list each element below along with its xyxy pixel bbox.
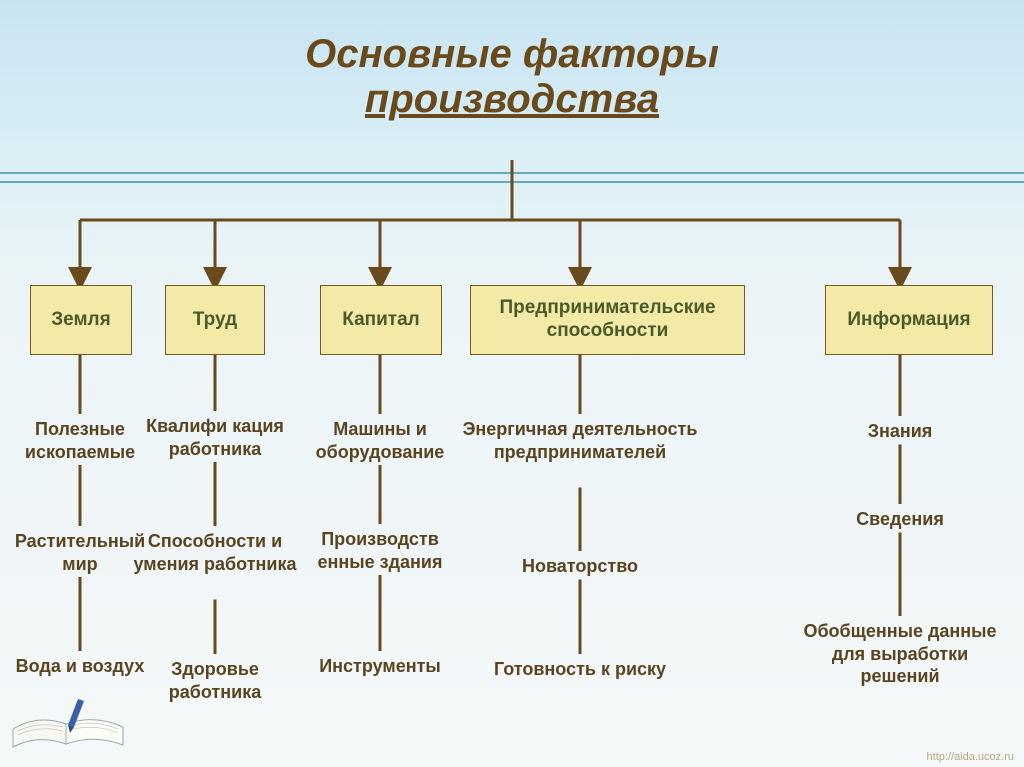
item-labor-1: Способности и умения работника — [130, 530, 300, 575]
item-entrepreneur-2: Готовность к риску — [423, 658, 738, 681]
factor-box-capital: Капитал — [320, 285, 442, 355]
book-image — [8, 669, 128, 749]
decorative-line-1 — [0, 172, 1024, 174]
item-info-0: Знания — [796, 420, 1004, 443]
factor-box-info: Информация — [825, 285, 993, 355]
factor-box-entrepreneur: Предпринимательские способности — [470, 285, 745, 355]
item-entrepreneur-1: Новаторство — [423, 555, 738, 578]
factor-box-labor: Труд — [165, 285, 265, 355]
item-entrepreneur-0: Энергичная деятельность предпринимателей — [423, 418, 738, 463]
item-info-1: Сведения — [796, 508, 1004, 531]
decorative-line-2 — [0, 181, 1024, 183]
item-info-2: Обобщенные данные для выработки решений — [796, 620, 1004, 688]
page-title: Основные факторы производства — [0, 32, 1024, 122]
item-labor-0: Квалифи кация работника — [130, 415, 300, 460]
item-labor-2: Здоровье работника — [130, 658, 300, 703]
factor-box-land: Земля — [30, 285, 132, 355]
title-line2: производства — [365, 77, 659, 121]
title-line1: Основные факторы — [305, 32, 719, 76]
footer-url: http://aida.ucoz.ru — [927, 751, 1014, 763]
